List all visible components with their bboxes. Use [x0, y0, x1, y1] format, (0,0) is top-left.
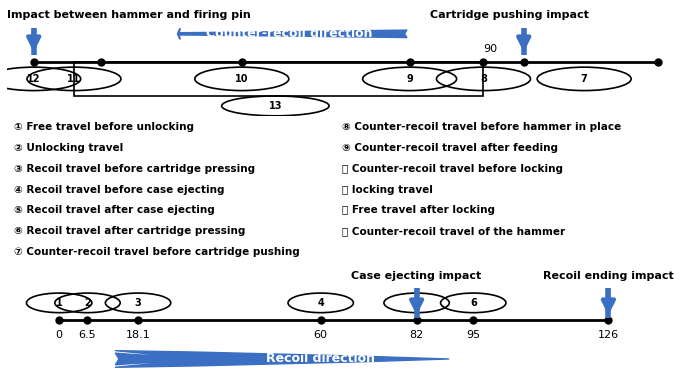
Bar [74, 62, 484, 95]
Text: 10: 10 [235, 74, 249, 84]
Text: 13: 13 [269, 101, 282, 111]
Text: 4: 4 [317, 298, 324, 308]
Text: 12: 12 [27, 74, 40, 84]
Text: 18.1: 18.1 [125, 330, 151, 340]
Text: ⑭ Counter-recoil travel of the hammer: ⑭ Counter-recoil travel of the hammer [342, 226, 566, 236]
Text: ⑥ Recoil travel after cartridge pressing: ⑥ Recoil travel after cartridge pressing [14, 226, 245, 236]
Text: ⑤ Recoil travel after case ejecting: ⑤ Recoil travel after case ejecting [14, 205, 214, 215]
Text: ② Unlocking travel: ② Unlocking travel [14, 143, 123, 153]
Text: 95: 95 [466, 330, 480, 340]
Text: ⑦ Counter-recoil travel before cartridge pushing: ⑦ Counter-recoil travel before cartridge… [14, 247, 299, 257]
Text: ⑨ Counter-recoil travel after feeding: ⑨ Counter-recoil travel after feeding [342, 143, 558, 153]
Text: 3: 3 [135, 298, 141, 308]
Text: ① Free travel before unlocking: ① Free travel before unlocking [14, 122, 194, 132]
Text: 60: 60 [314, 330, 327, 340]
Text: 1: 1 [55, 298, 62, 308]
Text: 126: 126 [598, 330, 619, 340]
Text: 8: 8 [480, 74, 487, 84]
Text: Recoil direction: Recoil direction [266, 352, 375, 366]
Text: Cartridge pushing impact: Cartridge pushing impact [429, 10, 588, 20]
Text: ⑫ locking travel: ⑫ locking travel [342, 185, 434, 195]
Text: 90: 90 [483, 44, 497, 54]
Text: 2: 2 [84, 298, 91, 308]
Text: 6: 6 [470, 298, 477, 308]
Text: ③ Recoil travel before cartridge pressing: ③ Recoil travel before cartridge pressin… [14, 164, 255, 174]
Text: Impact between hammer and firing pin: Impact between hammer and firing pin [7, 10, 251, 20]
Text: 82: 82 [410, 330, 424, 340]
Text: 5: 5 [413, 298, 420, 308]
Text: Counter-recoil direction: Counter-recoil direction [206, 27, 372, 41]
Text: 11: 11 [67, 74, 81, 84]
Text: 6.5: 6.5 [79, 330, 97, 340]
Text: Case ejecting impact: Case ejecting impact [351, 271, 482, 281]
Text: 7: 7 [581, 74, 588, 84]
Text: ⑧ Counter-recoil travel before hammer in place: ⑧ Counter-recoil travel before hammer in… [342, 122, 622, 132]
Text: 0: 0 [55, 330, 62, 340]
Text: ⑬ Free travel after locking: ⑬ Free travel after locking [342, 205, 495, 215]
Text: ⑪ Counter-recoil travel before locking: ⑪ Counter-recoil travel before locking [342, 164, 564, 174]
Text: 9: 9 [406, 74, 413, 84]
Text: Recoil ending impact: Recoil ending impact [543, 271, 674, 281]
Text: ④ Recoil travel before case ejecting: ④ Recoil travel before case ejecting [14, 185, 224, 195]
